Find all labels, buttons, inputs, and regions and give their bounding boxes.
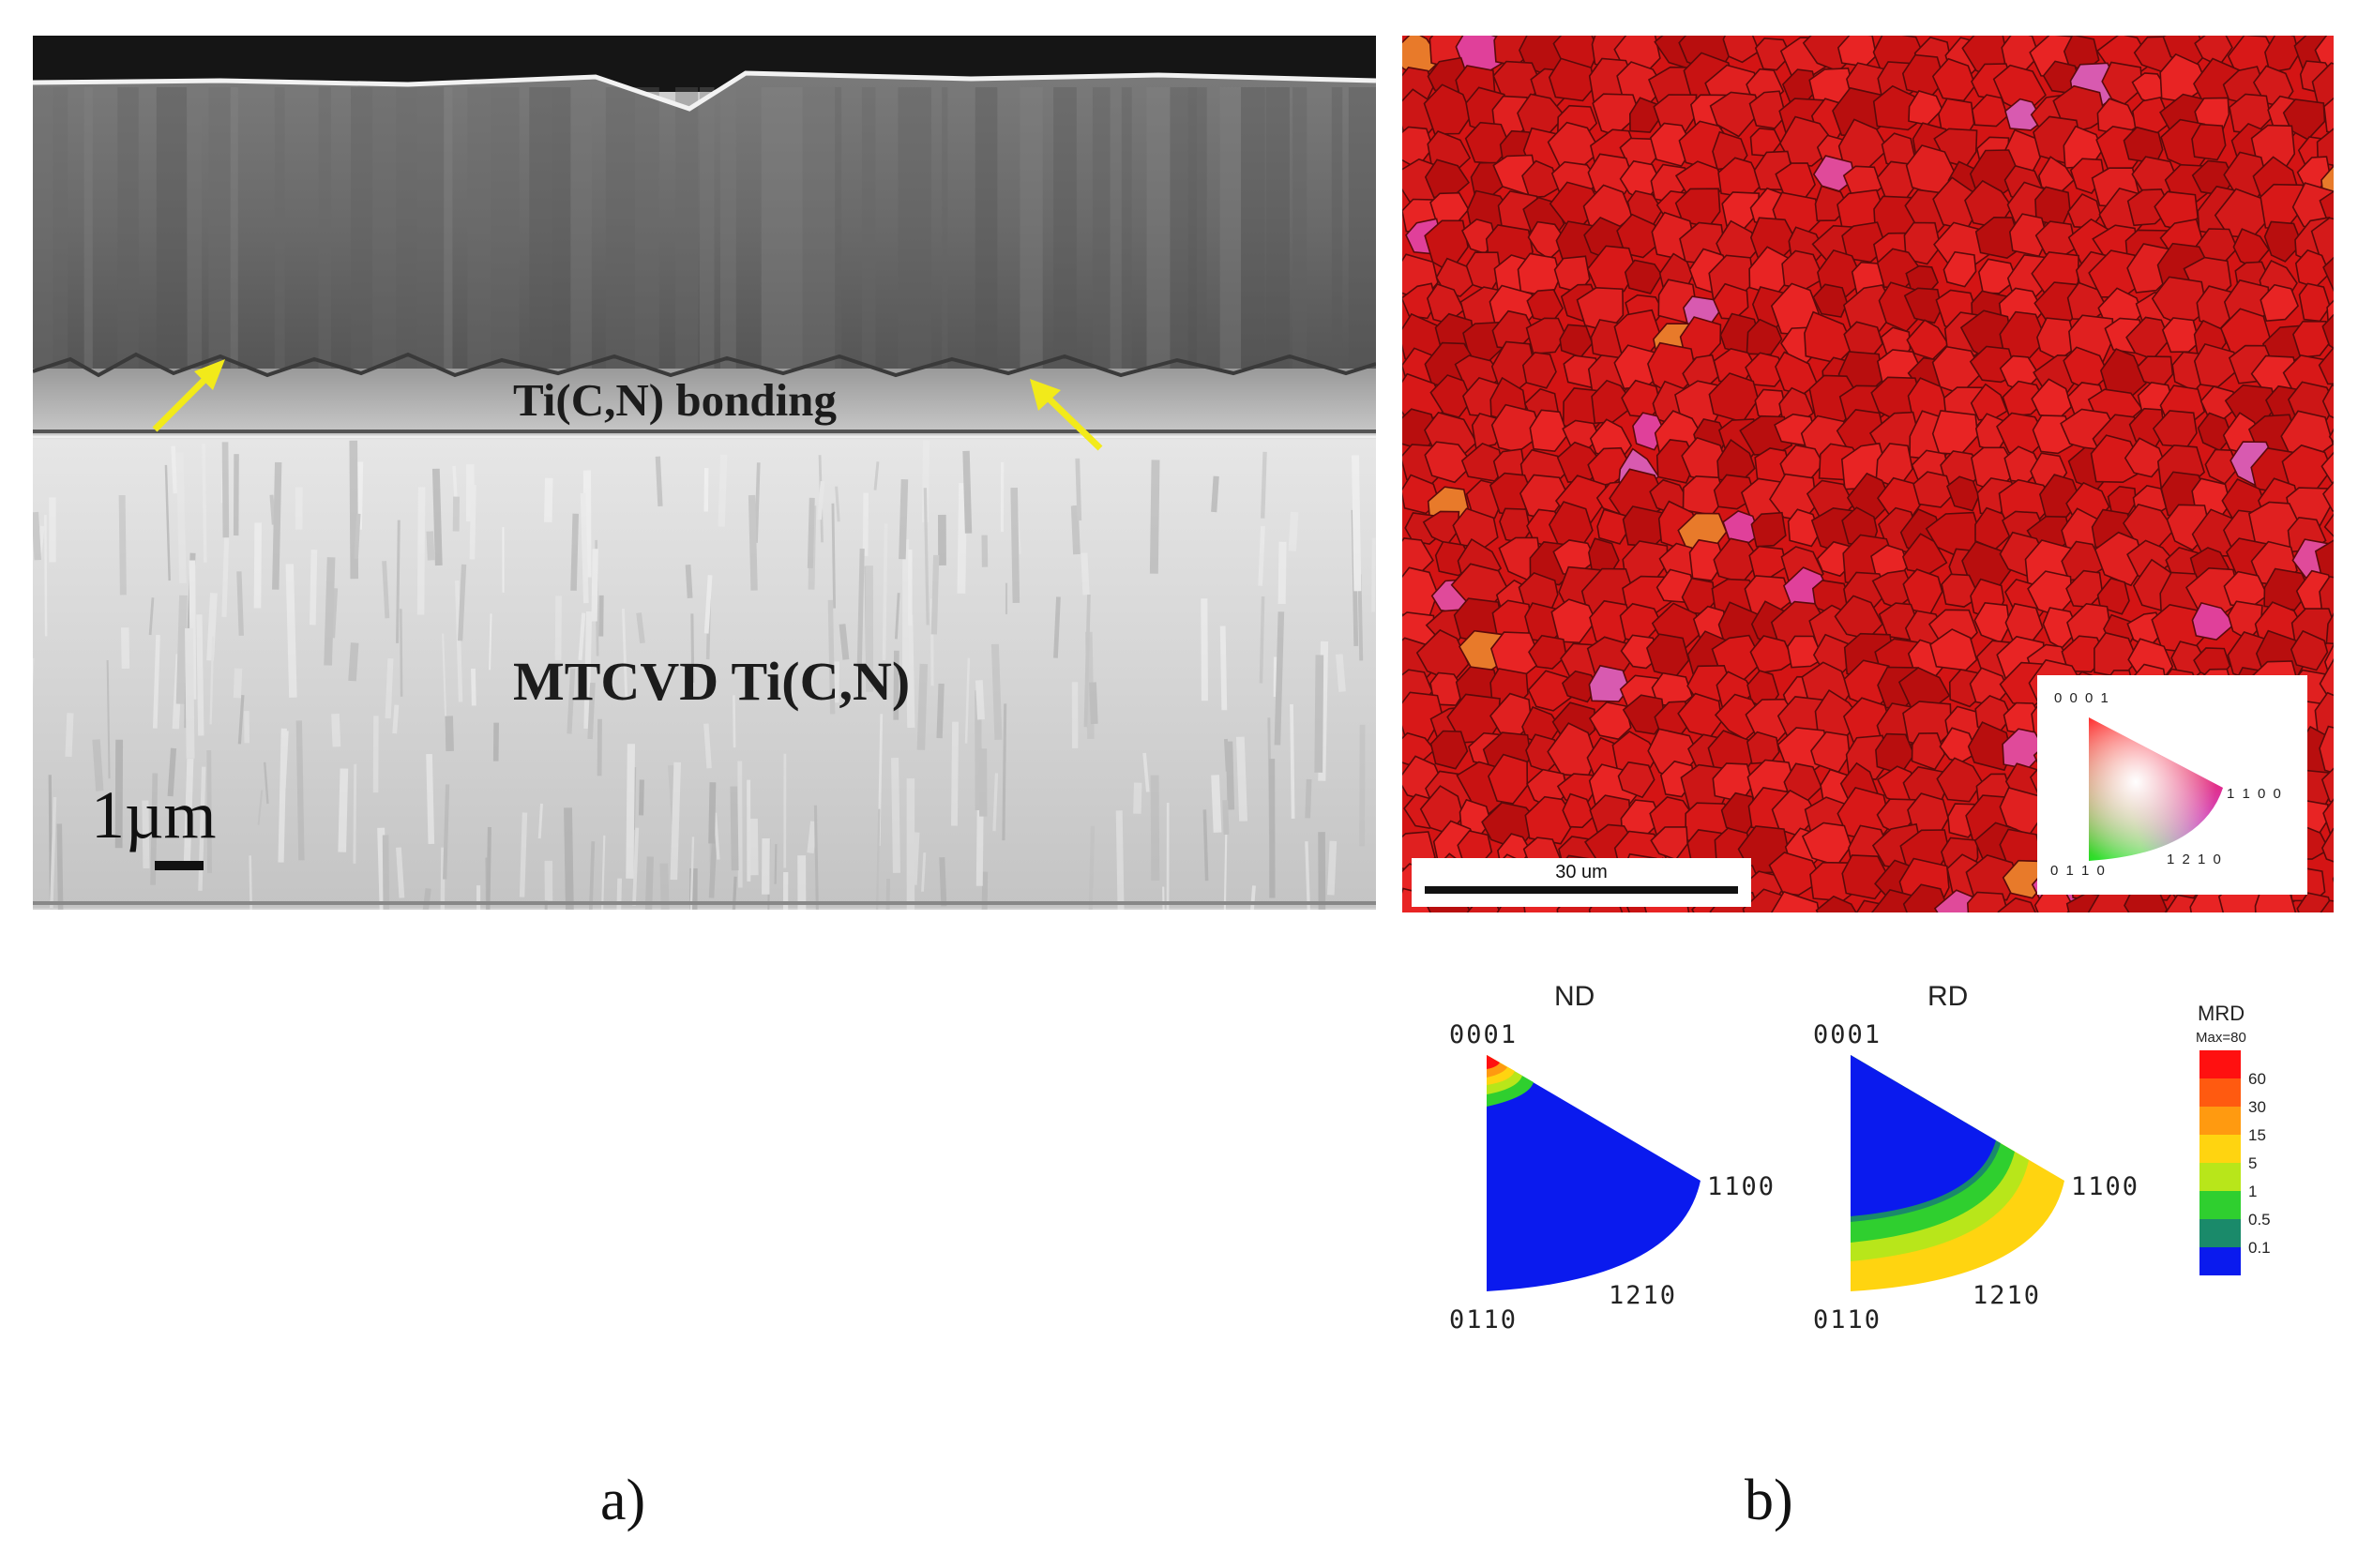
mtcvd-layer-label: MTCVD Ti(C,N) [513, 651, 911, 712]
pole-figure-nd-bottom-left-label: 0110 [1449, 1305, 1519, 1334]
mrd-legend-level-label: 1 [2248, 1183, 2258, 1200]
mrd-legend-swatch [2199, 1135, 2241, 1163]
ipf-key-bottom-mid-label: 1 2 1 0 [2167, 852, 2223, 867]
pole-figure-nd-bottom-mid-label: 1210 [1609, 1281, 1678, 1310]
inverse-pole-figures: ND 0001 1100 0110 1210 RD 0001 1100 0110… [1440, 975, 2303, 1350]
mrd-legend-swatch [2199, 1247, 2241, 1275]
mrd-legend-level-label: 0.5 [2248, 1211, 2271, 1229]
ebsd-scale-box: 30 um [1412, 858, 1751, 907]
sem-scale-bar [155, 861, 204, 870]
pole-figure-nd-title: ND [1554, 981, 1595, 1012]
sem-graphic [33, 36, 1376, 910]
pole-figure-nd [1487, 1055, 1700, 1291]
pole-figure-rd-bottom-left-label: 0110 [1813, 1305, 1882, 1334]
ipf-key-right-label: 1 1 0 0 [2227, 786, 2283, 802]
mrd-legend-max: Max=80 [2196, 1030, 2246, 1046]
pole-figure-nd-top-label: 0001 [1449, 1020, 1519, 1049]
mrd-legend-swatch [2199, 1163, 2241, 1191]
mrd-legend-level-label: 15 [2248, 1126, 2266, 1144]
mrd-legend-level-label: 5 [2248, 1154, 2258, 1172]
mrd-legend-level-label: 60 [2248, 1070, 2266, 1088]
sem-scale-label: 1µm [91, 777, 217, 852]
ebsd-orientation-map: 30 um [1402, 36, 2334, 912]
ipf-key-bottom-left-label: 0 1 1 0 [2050, 863, 2107, 879]
ipf-key-top-label: 0 0 0 1 [2054, 690, 2110, 706]
mrd-legend-colorbar [2199, 1050, 2241, 1275]
mrd-legend-level-label: 0.1 [2248, 1239, 2271, 1257]
mrd-legend-title: MRD [2198, 1002, 2245, 1025]
grain-map-graphic [1402, 36, 2334, 912]
pole-figure-rd-bottom-mid-label: 1210 [1973, 1281, 2042, 1310]
mrd-legend-labels: 60 30 15 5 1 0.5 0.1 [2248, 1050, 2305, 1275]
arrows-overlay [152, 359, 1103, 451]
pole-figure-rd [1851, 1055, 2064, 1291]
ebsd-scale-label: 30 um [1555, 862, 1608, 882]
pole-figure-rd-right-label: 1100 [2071, 1172, 2140, 1201]
ebsd-scale-bar [1425, 886, 1738, 894]
ipf-triangle-graphic [2089, 717, 2223, 861]
caption-b: b) [1745, 1469, 1793, 1532]
pole-figure-nd-right-label: 1100 [1707, 1172, 1776, 1201]
mrd-legend-swatch [2199, 1191, 2241, 1219]
mrd-legend-swatch [2199, 1219, 2241, 1247]
mrd-legend-swatch [2199, 1050, 2241, 1078]
ipf-color-key: 0 0 0 1 1 1 0 0 0 1 1 0 1 2 1 0 [2037, 675, 2307, 895]
pole-figure-rd-title: RD [1927, 981, 1969, 1012]
bonding-layer-label: Ti(C,N) bonding [513, 374, 837, 426]
arrow-right [1030, 379, 1103, 451]
pole-figure-rd-top-label: 0001 [1813, 1020, 1882, 1049]
mrd-legend-swatch [2199, 1078, 2241, 1107]
arrow-left [152, 359, 225, 432]
sem-cross-section-image: Ti(C,N) bonding MTCVD Ti(C,N) 1µm [33, 36, 1376, 910]
mrd-legend-swatch [2199, 1107, 2241, 1135]
caption-a: a) [600, 1469, 646, 1532]
mrd-legend-level-label: 30 [2248, 1098, 2266, 1116]
